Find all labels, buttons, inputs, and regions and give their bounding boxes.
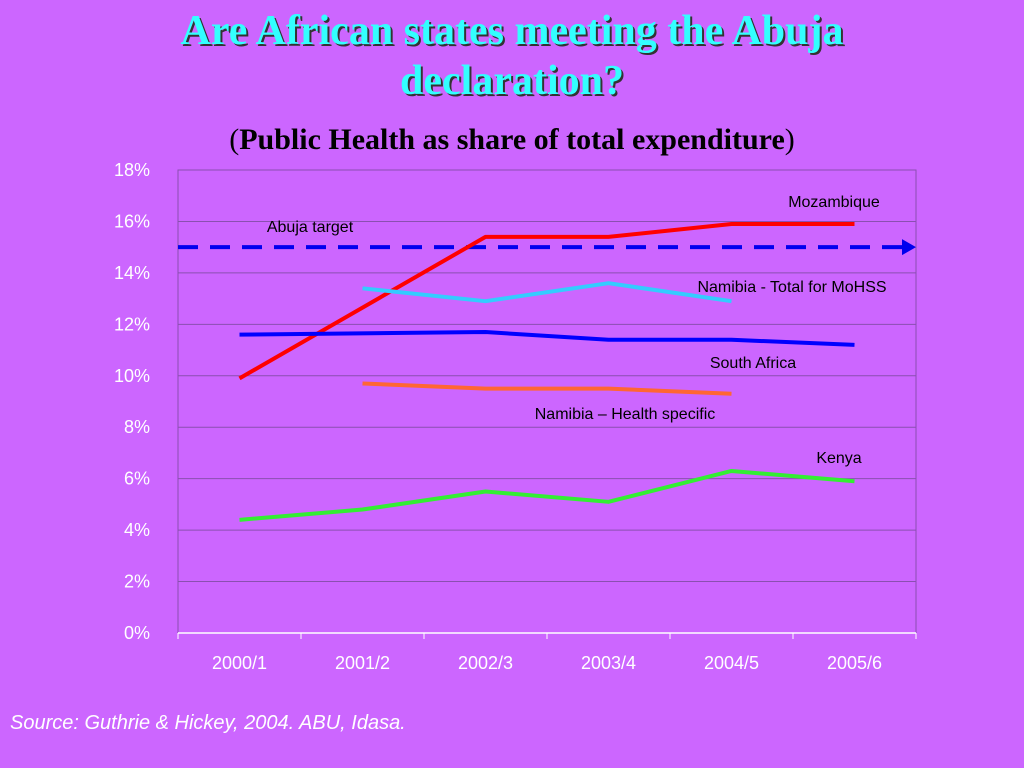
x-tick-label: 2002/3: [458, 653, 513, 673]
series-line-south-africa: [239, 330, 855, 347]
y-tick-label: 10%: [114, 366, 150, 386]
x-tick-label: 2004/5: [704, 653, 759, 673]
series-layer: [178, 222, 916, 522]
y-tick-label: 16%: [114, 211, 150, 231]
axis-layer: 0% 2% 4% 6% 8% 10% 12% 14% 16% 18% 2000/1 2001/2 200…: [114, 160, 917, 673]
grid-layer: [177, 169, 917, 634]
series-label-namibia-total-for-mohss: Namibia - Total for MoHSS: [697, 279, 886, 296]
y-tick-label: 12%: [114, 314, 150, 334]
series-line-namibia-total-for-mohss: [362, 281, 732, 304]
series-line-mozambique: [238, 222, 855, 381]
subtitle-close-paren: ): [784, 123, 795, 156]
y-tick-label: 8%: [124, 417, 150, 437]
source-note: Source: Guthrie & Hickey, 2004. ABU, Ida…: [10, 712, 406, 734]
x-tick-label: 2000/1: [212, 653, 267, 673]
y-tick-label: 6%: [124, 469, 150, 489]
x-tick-label: 2005/6: [827, 653, 882, 673]
y-tick-label: 2%: [124, 572, 150, 592]
abuja-target-arrowhead: [902, 239, 916, 256]
y-tick-label: 0%: [124, 623, 150, 643]
label-layer: Mozambique Namibia - Total for MoHSS South…: [267, 194, 887, 467]
x-tick-label: 2001/2: [335, 653, 390, 673]
slide-title-line1: Are African states meeting the Abuja: [180, 8, 844, 54]
plot-border: [177, 169, 917, 634]
series-label-mozambique: Mozambique: [788, 194, 880, 211]
slide-title: Are African states meeting the Abuja dec…: [0, 6, 1024, 106]
y-tick-label: 4%: [124, 520, 150, 540]
series-label-south-africa: South Africa: [710, 355, 796, 372]
y-tick-label: 18%: [114, 160, 150, 180]
y-tick-label: 14%: [114, 263, 150, 283]
series-line-kenya: [239, 468, 855, 522]
slide-subtitle: (Public Health as share of total expendi…: [0, 122, 1024, 158]
slide-title-line2: declaration?: [400, 58, 624, 104]
x-tick-label: 2003/4: [581, 653, 636, 673]
subtitle-open-paren: (: [229, 123, 240, 156]
subtitle-text: Public Health as share of total expendit…: [239, 123, 785, 156]
series-label-namibia-health-specific: Namibia – Health specific: [535, 406, 716, 423]
abuja-target-label: Abuja target: [267, 219, 354, 236]
series-line-namibia-health-specific: [362, 381, 732, 396]
series-label-kenya: Kenya: [816, 450, 861, 467]
